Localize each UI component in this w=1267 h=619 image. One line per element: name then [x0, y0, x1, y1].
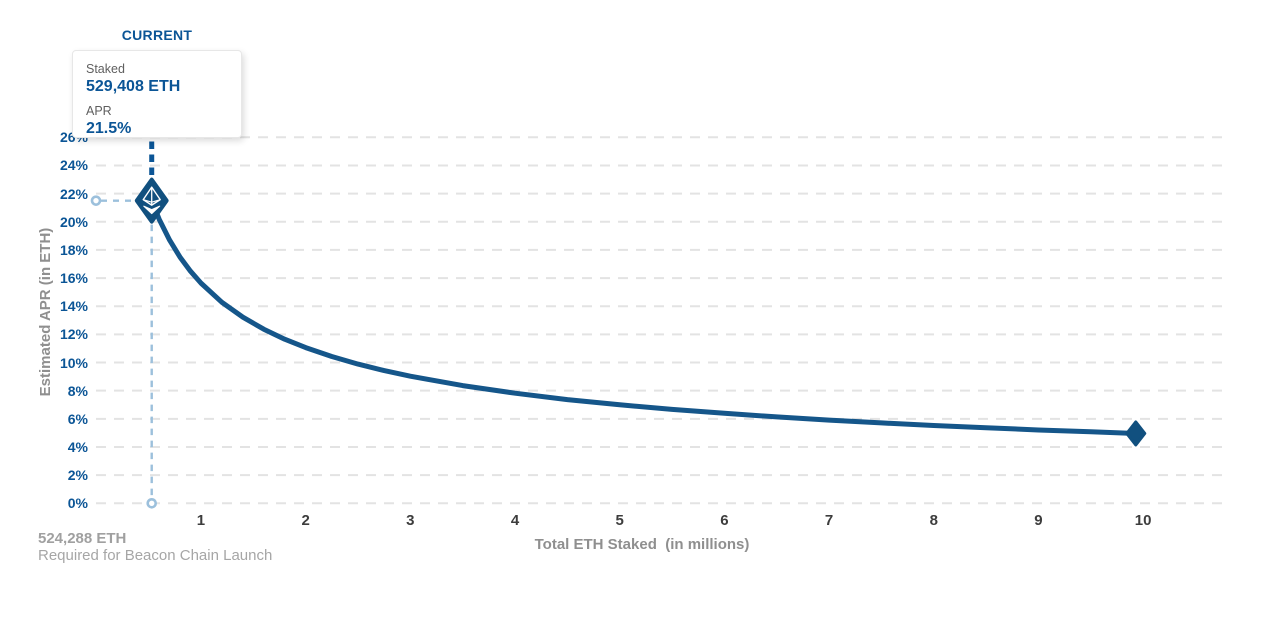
x-axis-anchor-dot [146, 497, 158, 509]
y-axis-title: Estimated APR (in ETH) [37, 227, 54, 397]
apr-label: APR [86, 104, 112, 119]
y-tick-label: 6% [67, 410, 88, 427]
required-eth-caption: Required for Beacon Chain Launch [38, 546, 273, 564]
curve-end-marker[interactable] [1125, 420, 1147, 447]
y-tick-label: 0% [67, 495, 88, 512]
y-tick-label: 24% [59, 157, 88, 174]
x-tick-label: 5 [615, 512, 624, 529]
y-tick-label: 2% [67, 467, 88, 484]
x-tick-label: 10 [1134, 512, 1152, 529]
x-tick-label: 8 [929, 512, 938, 529]
y-tick-label: 12% [59, 326, 88, 343]
x-tick-label: 1 [196, 512, 206, 529]
y-tick-label: 20% [59, 213, 88, 230]
beacon-launch-note: 524,288 ETH Required for Beacon Chain La… [38, 530, 273, 564]
y-tick-label: 10% [59, 354, 88, 371]
current-label: CURRENT [121, 27, 193, 43]
y-tick-label: 16% [59, 270, 88, 287]
staked-label: Staked [86, 62, 125, 76]
x-tick-label: 6 [720, 512, 729, 529]
x-tick-label: 2 [301, 512, 310, 529]
apr-curve [149, 198, 1139, 436]
y-tick-label: 14% [59, 298, 88, 315]
apr-value: 21.5% [86, 120, 132, 138]
required-eth-amount: 524,288 ETH [38, 530, 127, 547]
y-tick-label: 4% [67, 438, 88, 455]
x-tick-label: 7 [824, 512, 834, 529]
y-tick-label: 18% [59, 241, 88, 258]
y-axis-anchor-dot [90, 195, 102, 206]
y-tick-label: 8% [67, 382, 88, 399]
eth-logo-icon [142, 186, 161, 215]
current-tooltip: Staked 529,408 ETH APR 21.5% [72, 50, 242, 138]
x-tick-label: 9 [1034, 512, 1043, 529]
y-tick-label: 22% [59, 185, 88, 202]
current-point-marker[interactable] [134, 177, 169, 224]
x-tick-label: 4 [510, 512, 520, 529]
staked-value: 529,408 ETH [86, 78, 181, 95]
x-tick-label: 3 [406, 512, 415, 529]
x-axis-title: Total ETH Staked (in millions) [534, 536, 750, 553]
